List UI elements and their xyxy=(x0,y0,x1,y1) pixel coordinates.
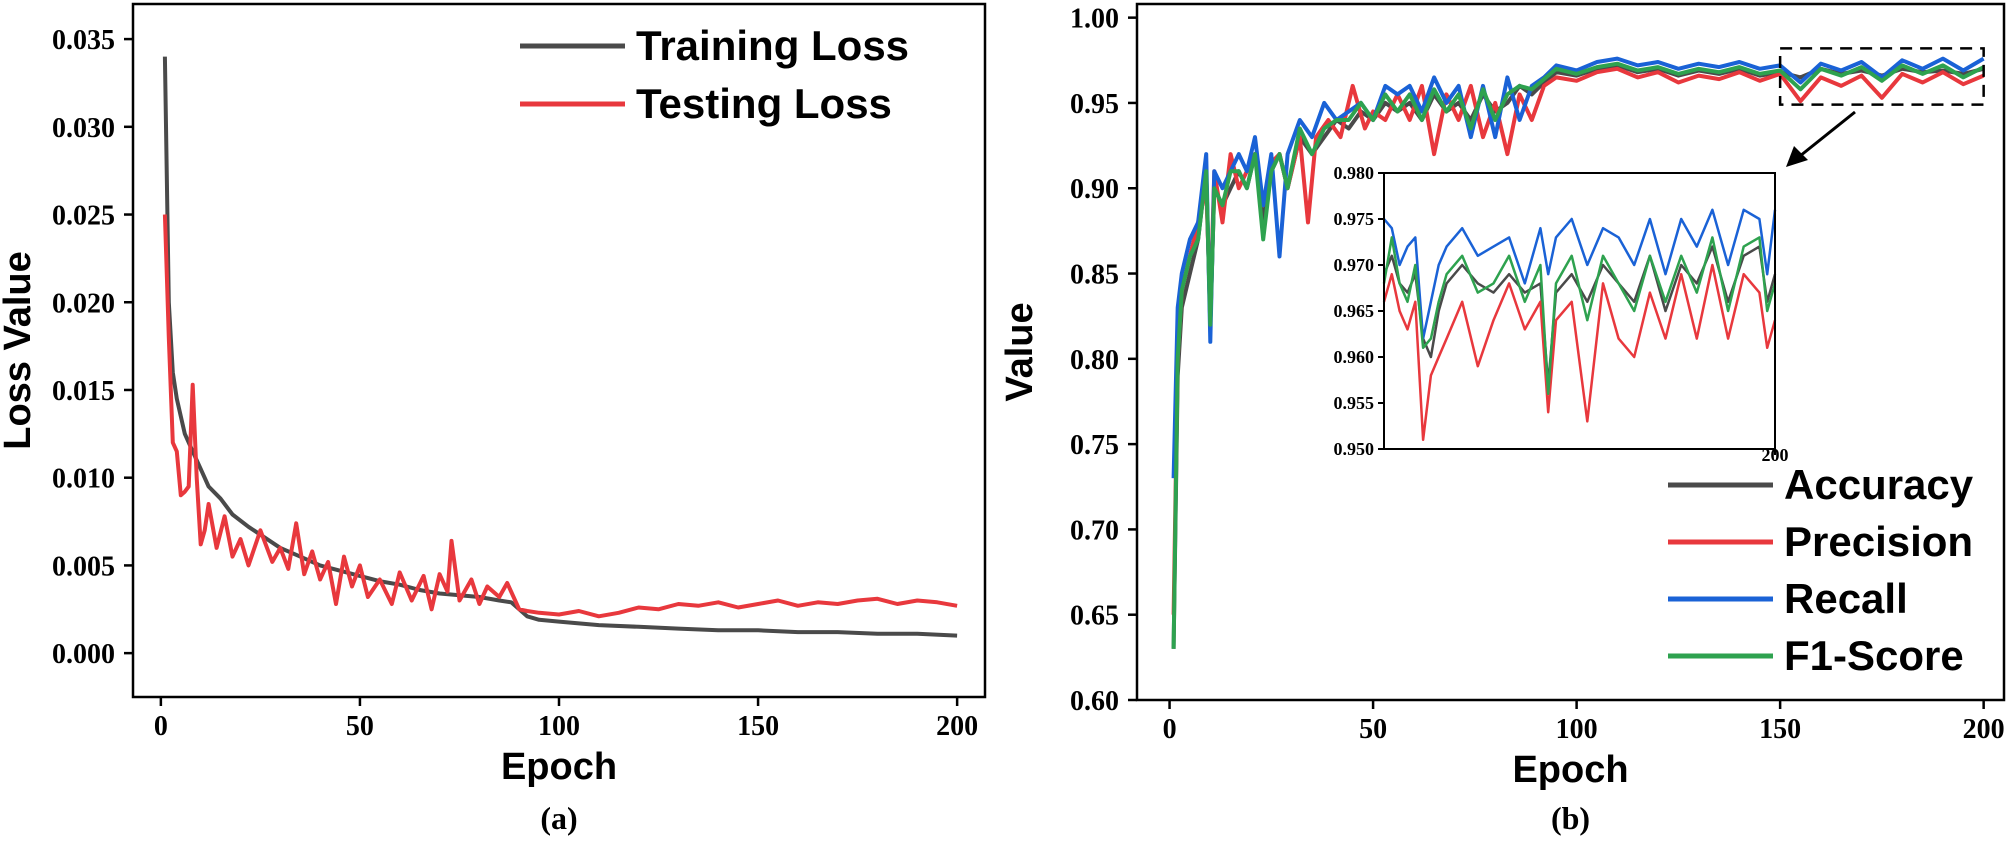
y-tick-label: 0.90 xyxy=(1070,174,1119,205)
inset-series-line-recall xyxy=(1383,208,1777,340)
y-tick-label: 0.005 xyxy=(52,551,115,582)
series-line-training-loss xyxy=(162,56,958,638)
zoom-highlight-box xyxy=(1778,47,1985,106)
series-line-precision xyxy=(1171,66,1985,615)
y-tick-label: 1.00 xyxy=(1070,4,1119,35)
series-line-recall xyxy=(1171,56,1985,479)
x-axis-title: Epoch xyxy=(1512,749,1628,791)
y-axis-title: Loss Value xyxy=(0,251,39,450)
y-tick-label: 0.030 xyxy=(52,113,115,144)
x-tick-label: 50 xyxy=(346,711,374,742)
inset-plot: 0.950 0.955 0.960 0.965 0.970 0.975 0.980 200 xyxy=(1334,163,1789,465)
inset-y-tick-label: 0.965 xyxy=(1334,301,1375,321)
y-tick-label: 0.000 xyxy=(52,639,115,670)
legend-label: Precision xyxy=(1784,518,1973,565)
inset-y-tick-label: 0.955 xyxy=(1334,393,1375,413)
y-tick-label: 0.025 xyxy=(52,201,115,232)
panel-b-metrics-chart: 0 50 100 150 200 0.60 0.65 0.70 0.75 0.80 0.85 0.90… xyxy=(999,2,2006,836)
panel-a-loss-chart: 0 50 100 150 200 0.000 0.005 0.010 0.015 0.020 0.0… xyxy=(0,2,987,836)
panel-caption: (a) xyxy=(540,800,577,836)
x-tick-label: 0 xyxy=(154,711,168,742)
y-tick-label: 0.95 xyxy=(1070,89,1119,120)
x-tick-label: 200 xyxy=(936,711,978,742)
y-tick-label: 0.015 xyxy=(52,376,115,407)
x-tick-label: 100 xyxy=(538,711,580,742)
y-tick-label: 0.80 xyxy=(1070,345,1119,376)
y-tick-label: 0.85 xyxy=(1070,260,1119,291)
inset-series-line-f1-score xyxy=(1382,236,1777,396)
x-tick-label: 200 xyxy=(1963,714,2005,745)
inset-y-tick-label: 0.960 xyxy=(1334,347,1375,367)
plot-frame xyxy=(1135,2,2006,702)
y-tick-label: 0.010 xyxy=(52,464,115,495)
x-tick-label: 100 xyxy=(1556,714,1598,745)
panel-caption: (b) xyxy=(1551,800,1590,836)
y-tick-label: 0.035 xyxy=(52,25,115,56)
legend-label: Recall xyxy=(1784,575,1908,622)
y-tick-label: 0.60 xyxy=(1070,686,1119,717)
inset-background xyxy=(1384,173,1775,449)
series-line-f1-score xyxy=(1171,61,1985,649)
series-line-testing-loss xyxy=(162,214,958,619)
x-tick-label: 50 xyxy=(1359,714,1387,745)
x-tick-label: 150 xyxy=(737,711,779,742)
x-tick-label: 0 xyxy=(1163,714,1177,745)
inset-series-line-precision xyxy=(1382,263,1777,442)
y-tick-label: 0.70 xyxy=(1070,515,1119,546)
inset-x-tick-label: 200 xyxy=(1762,445,1789,465)
x-tick-label: 150 xyxy=(1759,714,1801,745)
y-tick-label: 0.020 xyxy=(52,288,115,319)
inset-y-tick-label: 0.975 xyxy=(1334,209,1375,229)
y-tick-label: 0.65 xyxy=(1070,601,1119,632)
legend-label: Testing Loss xyxy=(636,80,892,127)
y-tick-label: 0.75 xyxy=(1070,430,1119,461)
legend-label: Accuracy xyxy=(1784,461,1974,508)
x-axis-title: Epoch xyxy=(501,746,617,788)
zoom-arrow-head xyxy=(1786,146,1808,167)
inset-y-tick-label: 0.970 xyxy=(1334,255,1375,275)
inset-y-tick-label: 0.980 xyxy=(1334,163,1375,183)
legend-label: F1-Score xyxy=(1784,632,1964,679)
inset-y-tick-label: 0.950 xyxy=(1334,439,1375,459)
y-axis-title: Value xyxy=(999,302,1041,401)
zoom-arrow-line xyxy=(1799,110,1856,158)
legend-label: Training Loss xyxy=(636,22,909,69)
